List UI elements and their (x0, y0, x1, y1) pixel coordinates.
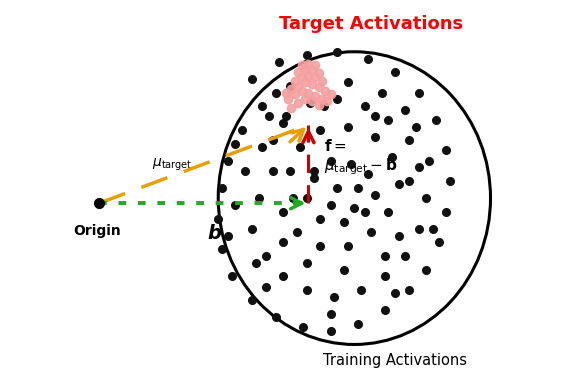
Text: Origin: Origin (74, 223, 122, 238)
Text: $\mathbf{f} =$
$\mu_{\mathrm{target}} - \mathbf{b}$: $\mathbf{f} =$ $\mu_{\mathrm{target}} - … (324, 137, 397, 177)
Text: Target Activations: Target Activations (279, 15, 464, 33)
Text: $\mu_{\mathrm{target}}$: $\mu_{\mathrm{target}}$ (152, 156, 192, 173)
Text: b: b (207, 223, 221, 243)
Text: Training Activations: Training Activations (323, 353, 467, 368)
